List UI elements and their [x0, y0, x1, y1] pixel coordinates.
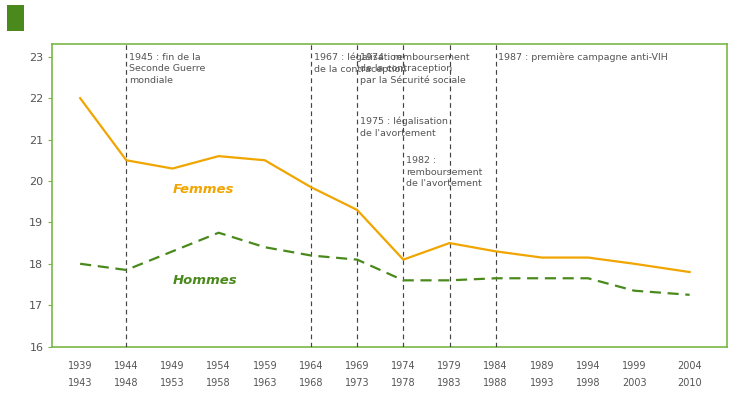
Text: 1974: 1974: [391, 361, 416, 371]
Text: Hommes: Hommes: [172, 274, 237, 287]
Text: 1959: 1959: [252, 361, 277, 371]
Text: 1975 : légalisation
de l'avortement: 1975 : légalisation de l'avortement: [360, 117, 448, 138]
Text: 2010: 2010: [677, 378, 702, 388]
Text: Femmes: Femmes: [172, 183, 234, 196]
Text: 1983: 1983: [437, 378, 461, 388]
Text: 2003: 2003: [622, 378, 646, 388]
Text: 1968: 1968: [299, 378, 324, 388]
Text: 1984: 1984: [483, 361, 508, 371]
Text: 1964: 1964: [299, 361, 324, 371]
Text: 1987 : première campagne anti-VIH: 1987 : première campagne anti-VIH: [498, 53, 668, 62]
Text: 1994: 1994: [576, 361, 600, 371]
Text: 1979: 1979: [437, 361, 462, 371]
Text: 1953: 1953: [160, 378, 185, 388]
Text: 1969: 1969: [345, 361, 369, 371]
Text: 1988: 1988: [483, 378, 508, 388]
Text: 1939: 1939: [68, 361, 92, 371]
Text: 2004: 2004: [677, 361, 702, 371]
Text: 1958: 1958: [206, 378, 231, 388]
Text: 1967 : légalisation
de la contraception: 1967 : légalisation de la contraception: [314, 53, 406, 74]
Text: 1974 : remboursement
de la contraception
par la Sécurité sociale: 1974 : remboursement de la contraception…: [360, 53, 470, 85]
Bar: [7, 5, 24, 31]
Text: 1949: 1949: [160, 361, 185, 371]
Text: 1989: 1989: [530, 361, 554, 371]
Text: 1944: 1944: [114, 361, 139, 371]
Text: 1999: 1999: [622, 361, 646, 371]
Text: 1998: 1998: [576, 378, 600, 388]
Text: 1993: 1993: [530, 378, 554, 388]
Text: 1954: 1954: [206, 361, 231, 371]
Text: 1948: 1948: [114, 378, 139, 388]
Text: 1945 : fin de la
Seconde Guerre
mondiale: 1945 : fin de la Seconde Guerre mondiale: [129, 53, 205, 85]
Text: 1943: 1943: [68, 378, 92, 388]
Text: 1963: 1963: [252, 378, 277, 388]
Text: 1982 :
remboursement
de l'avortement: 1982 : remboursement de l'avortement: [406, 156, 482, 188]
Text: 1978: 1978: [391, 378, 416, 388]
Text: 1973: 1973: [345, 378, 369, 388]
